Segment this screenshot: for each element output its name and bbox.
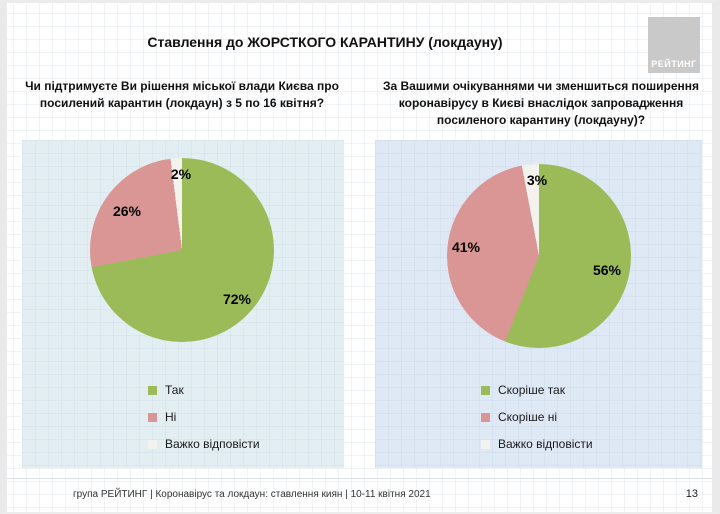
legend-item: Скоріше ні <box>481 410 593 424</box>
legend-label: Так <box>165 383 184 397</box>
legend-swatch-green <box>148 385 157 395</box>
legend-swatch-pink <box>148 412 157 422</box>
legend-label: Важко відповісти <box>165 437 260 451</box>
legend-swatch-white <box>481 439 490 449</box>
legend-item: Важко відповісти <box>148 437 260 451</box>
pie-value-label-no: 26% <box>112 203 142 219</box>
slide-title: Ставлення до ЖОРСТКОГО КАРАНТИНУ (локдау… <box>147 34 503 50</box>
footer-source-line: група РЕЙТИНГ | Коронавірус та локдаун: … <box>73 489 431 500</box>
legend-swatch-pink <box>481 412 490 422</box>
pie-chart-support-lockdown <box>90 158 274 342</box>
legend-item: Важко відповісти <box>481 437 593 451</box>
pie-value-label-hard-to-say: 3% <box>526 172 548 188</box>
question-left: Чи підтримуєте Ви рішення міської влади … <box>25 79 339 110</box>
chart-panel-right: 3% 41% 56% Скоріше так Скоріше ні Важко … <box>375 140 702 468</box>
legend-label: Важко відповісти <box>498 437 593 451</box>
legend-swatch-white <box>148 439 157 449</box>
legend-item: Скоріше так <box>481 383 593 397</box>
pie-value-label-rather-no: 41% <box>451 239 481 255</box>
legend-left: Так Ні Важко відповісти <box>148 383 260 451</box>
legend-item: Так <box>148 383 260 397</box>
rating-logo-text: РЕЙТИНГ <box>651 59 697 69</box>
legend-label: Ні <box>165 410 177 424</box>
legend-right: Скоріше так Скоріше ні Важко відповісти <box>481 383 593 451</box>
pie-value-label-rather-yes: 56% <box>592 262 622 278</box>
legend-label: Скоріше так <box>498 383 565 397</box>
page-number: 13 <box>685 488 698 500</box>
pie-value-label-hard-to-say: 2% <box>170 166 192 182</box>
legend-item: Ні <box>148 410 260 424</box>
legend-label: Скоріше ні <box>498 410 557 424</box>
chart-panel-left: 2% 26% 72% Так Ні Важко відповісти <box>22 140 344 468</box>
footer-divider <box>7 478 712 479</box>
question-right: За Вашими очікуваннями чи зменшиться пош… <box>382 79 700 127</box>
pie-value-label-yes: 72% <box>222 291 252 307</box>
pie-chart-expect-decrease <box>447 164 631 348</box>
rating-group-logo: РЕЙТИНГ <box>648 17 700 73</box>
legend-swatch-green <box>481 385 490 395</box>
